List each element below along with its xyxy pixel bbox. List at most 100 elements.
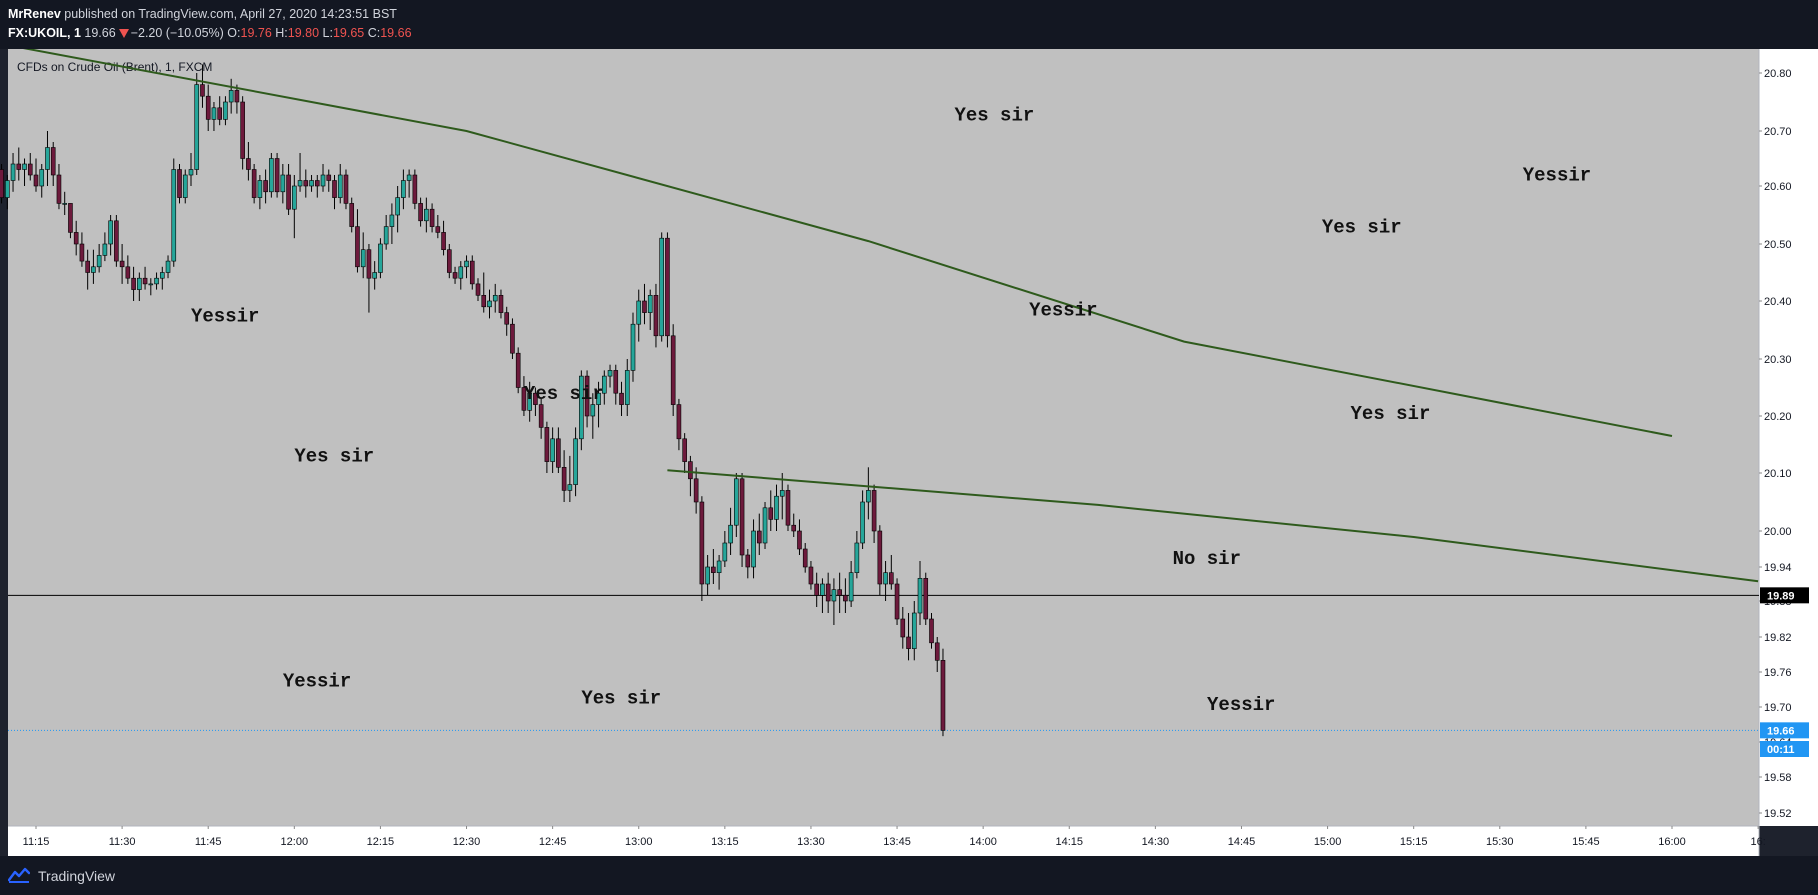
candle[interactable] (567, 455, 573, 502)
candle[interactable] (561, 450, 567, 502)
candle[interactable] (728, 507, 733, 555)
candle[interactable] (837, 572, 842, 613)
candle[interactable] (418, 197, 423, 227)
candle[interactable] (670, 324, 676, 416)
candle[interactable] (349, 197, 355, 233)
candle[interactable] (292, 175, 297, 239)
candle[interactable] (934, 637, 940, 672)
annotation-text[interactable]: Yessir (191, 305, 259, 327)
candle[interactable] (360, 232, 366, 279)
candle[interactable] (137, 272, 142, 302)
candle[interactable] (705, 555, 710, 596)
candle[interactable] (355, 209, 360, 273)
candle[interactable] (889, 555, 894, 590)
candle[interactable] (246, 142, 251, 181)
annotation-text[interactable]: Yes sir (581, 688, 661, 710)
candle[interactable] (177, 164, 182, 204)
candle[interactable] (739, 473, 745, 567)
candle[interactable] (590, 393, 596, 439)
candle[interactable] (142, 266, 148, 290)
candle[interactable] (10, 153, 16, 192)
candle[interactable] (722, 531, 728, 567)
candle[interactable] (860, 490, 865, 549)
candle[interactable] (785, 484, 791, 531)
candle[interactable] (33, 158, 39, 192)
author-name[interactable]: MrRenev (8, 7, 61, 21)
candle[interactable] (234, 84, 240, 114)
candle[interactable] (940, 648, 946, 737)
candle[interactable] (366, 244, 372, 313)
candle[interactable] (22, 158, 27, 187)
annotation-text[interactable]: Yes sir (524, 383, 604, 405)
candle[interactable] (642, 283, 647, 325)
candle[interactable] (779, 473, 785, 520)
candle[interactable] (269, 153, 274, 198)
candle[interactable] (401, 169, 406, 210)
candle[interactable] (314, 175, 320, 198)
candle[interactable] (906, 613, 911, 661)
candle[interactable] (458, 261, 464, 290)
candle[interactable] (504, 306, 510, 336)
candle[interactable] (521, 376, 527, 416)
candle[interactable] (756, 513, 762, 555)
candle[interactable] (556, 427, 561, 473)
candle[interactable] (68, 203, 73, 239)
candle[interactable] (894, 578, 900, 625)
candle[interactable] (751, 519, 756, 579)
tradingview-logo-icon[interactable] (8, 866, 30, 884)
candle[interactable] (182, 169, 188, 204)
candle[interactable] (659, 232, 664, 342)
candle[interactable] (200, 64, 205, 108)
candle[interactable] (372, 261, 377, 290)
candle[interactable] (929, 613, 934, 649)
candle[interactable] (154, 272, 159, 290)
candle[interactable] (257, 175, 263, 210)
candle[interactable] (0, 164, 4, 204)
candle[interactable] (665, 232, 670, 348)
candle[interactable] (16, 147, 22, 181)
candle[interactable] (613, 364, 619, 405)
candle[interactable] (274, 153, 280, 198)
candle[interactable] (607, 364, 613, 388)
price-axis[interactable] (1759, 49, 1818, 826)
candle[interactable] (768, 490, 774, 531)
candle[interactable] (223, 96, 228, 126)
candle[interactable] (762, 502, 768, 549)
candle[interactable] (383, 215, 389, 250)
candle[interactable] (412, 169, 418, 210)
candle[interactable] (538, 398, 544, 439)
candle[interactable] (194, 73, 200, 175)
candle[interactable] (303, 169, 309, 198)
candle[interactable] (647, 289, 653, 330)
candle[interactable] (550, 427, 555, 473)
candle[interactable] (871, 484, 877, 543)
candle[interactable] (734, 473, 739, 537)
candle[interactable] (774, 484, 779, 531)
candle[interactable] (636, 289, 642, 342)
candle[interactable] (424, 197, 429, 233)
candle[interactable] (584, 370, 590, 428)
candle[interactable] (102, 232, 108, 262)
candle[interactable] (481, 272, 487, 313)
candle[interactable] (131, 266, 136, 301)
candle[interactable] (848, 561, 854, 607)
candle[interactable] (573, 427, 578, 497)
candle[interactable] (85, 249, 90, 290)
candle[interactable] (843, 578, 848, 613)
candle[interactable] (159, 266, 165, 290)
candle[interactable] (280, 164, 286, 204)
candle[interactable] (527, 381, 532, 422)
candle[interactable] (79, 232, 85, 267)
candle[interactable] (435, 215, 441, 239)
candle[interactable] (447, 244, 452, 279)
candle[interactable] (343, 169, 349, 210)
candle[interactable] (96, 244, 102, 273)
candle[interactable] (108, 215, 113, 256)
candle[interactable] (286, 164, 291, 215)
candle[interactable] (62, 191, 68, 215)
candle[interactable] (883, 561, 888, 601)
candle[interactable] (911, 601, 917, 661)
candle[interactable] (515, 347, 521, 394)
candle[interactable] (125, 255, 131, 284)
candle[interactable] (711, 549, 716, 584)
